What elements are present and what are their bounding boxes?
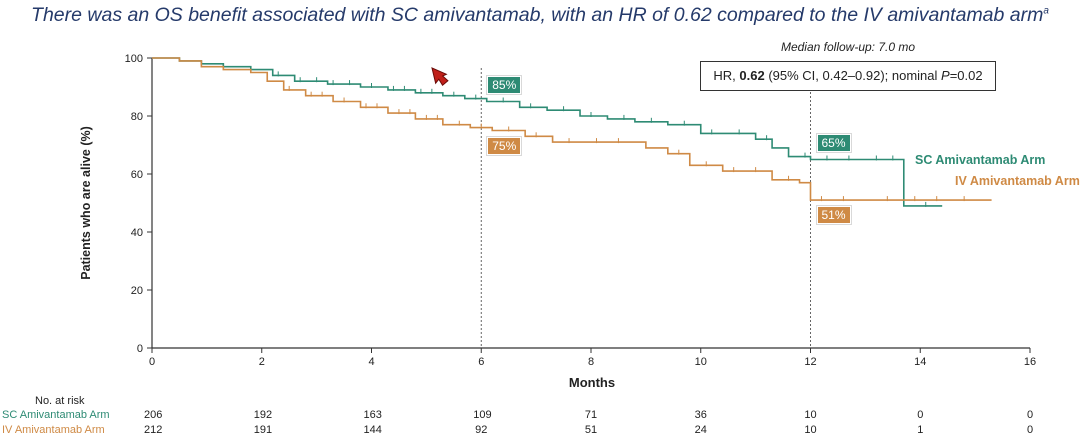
x-tick-label: 14 xyxy=(914,356,926,368)
y-tick-label: 40 xyxy=(131,227,143,239)
title-footnote-mark: a xyxy=(1043,5,1049,17)
median-followup: Median follow-up: 7.0 mo xyxy=(780,40,916,54)
y-axis-label: Patients who are alive (%) xyxy=(79,126,93,280)
risk-table-header: No. at risk xyxy=(35,395,85,407)
x-tick-label: 2 xyxy=(259,356,265,368)
survival-curves xyxy=(152,57,992,207)
p-value: =0.02 xyxy=(949,68,983,83)
risk-cell: 36 xyxy=(694,409,707,421)
x-tick-label: 16 xyxy=(1024,356,1036,368)
risk-cell: 0 xyxy=(1026,424,1034,436)
survival-curve-sc xyxy=(152,57,943,207)
hazard-ratio-box: HR, 0.62 (95% CI, 0.42–0.92); nominal P=… xyxy=(700,61,996,91)
risk-cell: 10 xyxy=(804,409,817,421)
risk-row-label: IV Amivantamab Arm xyxy=(2,424,105,436)
hr-ci: (95% CI, 0.42–0.92); nominal xyxy=(764,68,942,83)
risk-cell: 10 xyxy=(804,424,817,436)
x-tick-label: 4 xyxy=(368,356,374,368)
risk-cell: 191 xyxy=(253,424,273,436)
y-tick-label: 20 xyxy=(131,285,143,297)
reference-lines xyxy=(480,68,811,348)
y-tick-label: 80 xyxy=(131,111,143,123)
landmark-badge: 65% xyxy=(815,132,852,153)
risk-cell: 192 xyxy=(253,409,273,421)
x-tick-label: 12 xyxy=(804,356,816,368)
iv-series-label: IV Amivantamab Arm xyxy=(955,174,1080,188)
x-tick-label: 0 xyxy=(149,356,155,368)
slide-title: There was an OS benefit associated with … xyxy=(0,4,1080,27)
risk-cell: 144 xyxy=(363,424,382,436)
hr-value: 0.62 xyxy=(739,68,765,83)
hr-prefix: HR, xyxy=(713,68,740,83)
arrow-cursor-icon xyxy=(431,67,449,87)
risk-cell: 51 xyxy=(584,424,598,436)
risk-row-label: SC Amivantamab Arm xyxy=(2,409,110,421)
risk-cell: 92 xyxy=(475,424,488,436)
risk-cell: 1 xyxy=(917,424,924,436)
x-tick-label: 6 xyxy=(478,356,484,368)
y-tick-label: 0 xyxy=(137,343,143,355)
x-tick-label: 8 xyxy=(588,356,594,368)
y-tick-label: 100 xyxy=(125,53,143,65)
risk-cell: 0 xyxy=(1026,409,1034,421)
risk-cell: 212 xyxy=(144,424,163,436)
landmark-badge: 75% xyxy=(486,135,523,156)
risk-cell: 24 xyxy=(694,424,707,436)
survival-curve-iv xyxy=(152,57,992,201)
x-tick-label: 10 xyxy=(695,356,707,368)
risk-cell: 206 xyxy=(144,409,163,421)
title-text: There was an OS benefit associated with … xyxy=(31,4,1044,26)
risk-cell: 163 xyxy=(363,409,382,421)
landmark-badge: 85% xyxy=(486,74,523,95)
x-axis-label: Months xyxy=(569,375,615,390)
risk-cell: 109 xyxy=(473,409,492,421)
landmark-badge: 51% xyxy=(815,205,852,226)
p-label: P xyxy=(941,68,950,83)
sc-series-label: SC Amivantamab Arm xyxy=(915,153,1046,167)
y-tick-label: 60 xyxy=(131,169,143,181)
risk-cell: 71 xyxy=(584,409,598,421)
chart-axes: 0 2 4 6 8 10 12 14 16 0 20 40 60 80 100 xyxy=(125,53,1036,368)
risk-cell: 0 xyxy=(917,409,924,421)
censor-marks xyxy=(277,71,965,207)
